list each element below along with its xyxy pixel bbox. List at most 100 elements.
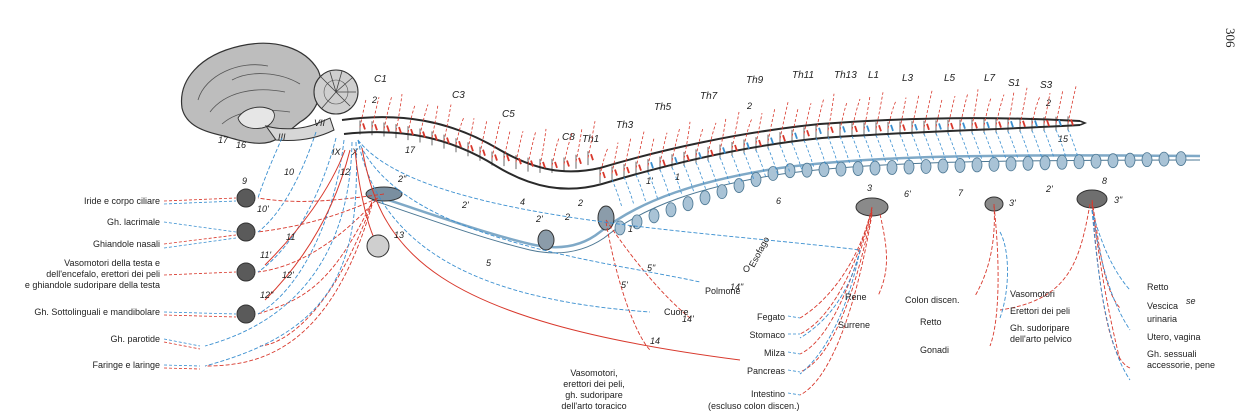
chain-ganglion — [648, 208, 660, 224]
parasympathetic-fiber — [827, 136, 839, 165]
spinal-cord — [341, 116, 1088, 190]
parasympathetic-fiber — [683, 164, 695, 193]
cord-fiber-mark — [794, 132, 798, 140]
segment-label-S1: S1 — [1008, 78, 1020, 89]
chain-ganglion — [835, 161, 847, 177]
parasympathetic-fiber — [839, 136, 851, 165]
chain-ganglion — [1124, 152, 1136, 168]
chain-ganglion — [750, 172, 762, 187]
label-13: 13 — [394, 230, 404, 240]
segment-label-Th13: Th13 — [834, 70, 857, 81]
label-12-double-prime: 12" — [260, 290, 274, 300]
label-2-th9: 2 — [746, 101, 752, 111]
pelvic-right-targets: Retto Vescica se urinaria Utero, vagina … — [1147, 282, 1215, 370]
parasympathetic-fiber — [611, 179, 623, 208]
sympathetic-fiber — [443, 104, 452, 142]
label-1-prime: 1' — [628, 224, 635, 234]
cord-fiber-mark — [374, 123, 378, 131]
label-vaso-testa-3: e ghiandole sudoripare della testa — [25, 280, 160, 290]
label-cuore: Cuore — [664, 307, 689, 317]
cranial-nerve-VII: VII — [314, 118, 326, 128]
sympathetic-fiber — [743, 118, 753, 147]
cord-fiber-mark — [782, 134, 786, 142]
parasympathetic-fiber — [959, 132, 971, 161]
label-9: 9 — [242, 176, 247, 186]
head-target-leaders — [163, 197, 237, 370]
sympathetic-fiber — [647, 138, 655, 167]
sympathetic-fiber — [731, 111, 740, 150]
label-parotide: Gh. parotide — [110, 334, 160, 344]
label-gh-sess-1: Gh. sessuali — [1147, 349, 1197, 359]
sympathetic-fiber — [767, 107, 776, 142]
sympathetic-fiber — [923, 90, 933, 128]
segment-label-C1: C1 — [374, 74, 387, 85]
cord-fiber-mark — [1022, 120, 1026, 128]
chain-ganglion — [988, 156, 1000, 172]
label-12: 12 — [340, 167, 350, 177]
cord-fiber-mark — [530, 160, 534, 167]
sympathetic-fiber — [575, 127, 583, 162]
chain-ganglion — [818, 162, 830, 178]
sympathetic-fiber — [995, 94, 1005, 126]
parasympathetic-fiber — [1043, 129, 1055, 159]
parasympathetic-fiber — [911, 134, 923, 163]
cord-fiber-mark — [986, 121, 990, 129]
chain-ganglion — [886, 160, 898, 175]
cord-fiber-mark — [962, 122, 966, 129]
parasympathetic-fiber — [863, 135, 875, 164]
parasympathetic-fiber — [791, 142, 803, 171]
sympathetic-fiber — [479, 119, 488, 154]
segment-label-Th5: Th5 — [654, 102, 672, 113]
cord-fiber-mark — [698, 152, 702, 159]
label-11-prime: 11' — [260, 250, 271, 260]
chain-ganglion — [937, 158, 949, 174]
label-gh-sess-2: accessorie, pene — [1147, 360, 1215, 370]
cord-fiber-mark — [362, 123, 366, 130]
parasympathetic-fiber — [743, 152, 755, 181]
label-lacrimale: Gh. lacrimale — [107, 217, 160, 227]
label-iride: Iride e corpo ciliare — [84, 196, 160, 206]
sympathetic-fiber — [695, 128, 704, 157]
segment-label-C5: C5 — [502, 109, 515, 120]
label-14: 14 — [650, 336, 660, 346]
parasympathetic-fiber — [635, 174, 647, 203]
chain-ganglion — [903, 159, 915, 175]
thoracic-limb-label: Vasomotori, erettori dei peli, gh. sudor… — [561, 368, 626, 411]
label-14-prime: 14' — [682, 314, 694, 324]
sympathetic-fiber — [935, 99, 943, 128]
parasympathetic-fiber — [731, 154, 743, 184]
cord-fiber-mark — [890, 124, 894, 132]
label-vaso-tor-4: dell'arto toracico — [561, 401, 626, 411]
sympathetic-fiber — [719, 117, 727, 152]
parasympathetic-fiber — [707, 159, 719, 189]
label-colon: Colon discen. — [905, 295, 960, 305]
cord-fiber-mark — [626, 166, 630, 174]
label-1-prime-b: 1' — [646, 176, 653, 186]
sympathetic-fiber — [539, 128, 547, 166]
sympathetic-fiber — [503, 130, 511, 160]
parasympathetic-fiber — [851, 135, 863, 165]
parasympathetic-fibers — [204, 131, 1131, 381]
sympathetic-fiber — [983, 97, 992, 127]
cord-fiber-mark — [746, 142, 750, 149]
label-retto-r: Retto — [1147, 282, 1169, 292]
cord-fiber-mark — [614, 169, 618, 176]
chain-ganglion — [699, 190, 711, 206]
chain-ganglion — [682, 196, 694, 212]
sympathetic-fiber — [1067, 86, 1077, 124]
cord-fiber-mark — [566, 160, 570, 167]
chain-ganglion — [614, 220, 626, 236]
cord-fiber-mark — [434, 134, 438, 141]
parasympathetic-fiber — [875, 135, 887, 164]
cord-fiber-mark — [818, 127, 822, 135]
sympathetic-fiber — [827, 93, 835, 131]
cord-fiber-mark — [878, 124, 882, 132]
parasympathetic-fiber — [887, 134, 899, 164]
chain-ganglion — [1022, 155, 1034, 171]
label-gh-sud-1: Gh. sudoripare — [1010, 323, 1070, 333]
segment-label-L7: L7 — [984, 73, 996, 84]
segment-label-L5: L5 — [944, 73, 956, 84]
sympathetic-fiber — [971, 89, 979, 127]
label-16: 16 — [236, 140, 246, 150]
label-15: 15 — [1058, 134, 1069, 144]
